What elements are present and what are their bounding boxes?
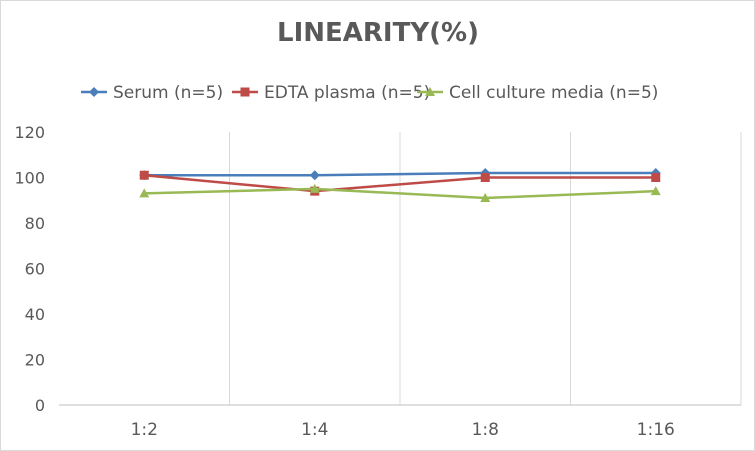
y-tick-label: 40 <box>25 305 45 324</box>
legend-label: Cell culture media (n=5) <box>449 83 658 103</box>
legend-marker <box>89 87 99 97</box>
x-tick-label: 1:4 <box>301 420 328 440</box>
y-tick-label: 0 <box>35 396 45 415</box>
x-tick-label: 1:8 <box>472 420 499 440</box>
series-line-2 <box>144 187 656 200</box>
series-line-0 <box>144 171 656 177</box>
data-point <box>139 188 150 198</box>
y-tick-label: 20 <box>25 351 45 370</box>
legend-label: EDTA plasma (n=5) <box>264 83 430 103</box>
data-point <box>651 173 661 182</box>
data-point <box>480 173 490 182</box>
data-point <box>480 192 491 202</box>
x-tick-label: 1:16 <box>637 420 675 440</box>
series-line-1 <box>144 173 656 193</box>
y-tick-label: 100 <box>14 169 45 188</box>
data-point <box>309 183 320 193</box>
y-tick-label: 120 <box>14 123 45 142</box>
legend-marker <box>425 87 435 96</box>
y-tick-label: 80 <box>25 214 45 233</box>
chart-title: LINEARITY(%) <box>277 18 479 48</box>
legend-marker <box>240 87 250 97</box>
x-tick-label: 1:2 <box>131 420 158 440</box>
legend-label: Serum (n=5) <box>113 83 223 103</box>
y-tick-label: 60 <box>25 260 45 279</box>
data-point <box>309 170 320 181</box>
data-point <box>650 186 661 196</box>
data-point <box>139 170 149 180</box>
